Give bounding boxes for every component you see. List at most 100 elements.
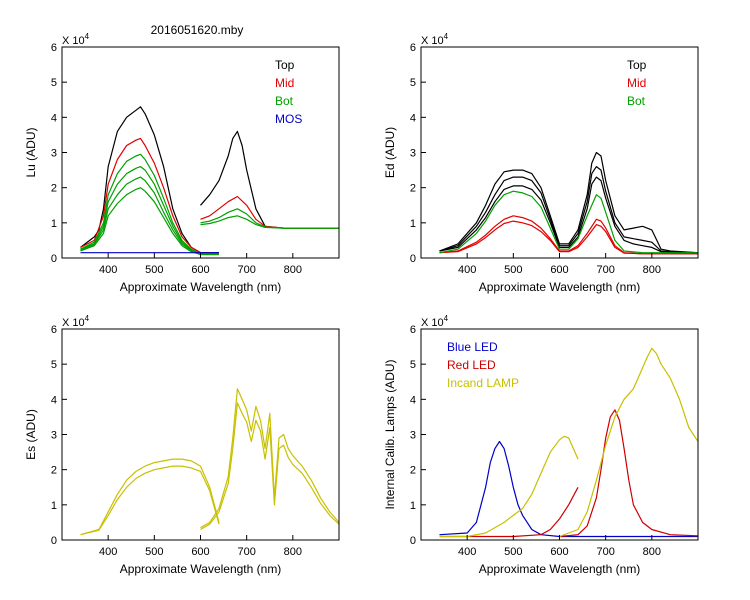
figure-title: 2016051620.mby — [151, 23, 244, 37]
series-line-bot — [200, 215, 339, 229]
series-line-mid — [439, 215, 698, 255]
y-multiplier-label: X 104 — [62, 314, 90, 329]
series-line-incand-lamp — [559, 347, 698, 538]
y-multiplier-base: X 10 — [421, 35, 444, 47]
y-tick-label: 3 — [51, 430, 57, 442]
y-multiplier-label: X 104 — [421, 314, 449, 329]
y-tick-label: 0 — [410, 535, 416, 547]
series-line-es — [200, 388, 339, 529]
y-tick-label: 6 — [51, 42, 57, 54]
y-tick-label: 5 — [51, 77, 57, 89]
x-tick-label: 400 — [99, 264, 117, 276]
y-tick-label: 6 — [410, 42, 416, 54]
x-tick-label: 600 — [550, 546, 568, 558]
y-tick-label: 4 — [410, 112, 416, 124]
legend-item-mid: Mid — [275, 76, 294, 90]
series-line-mid — [80, 137, 219, 254]
y-axis-label: Es (ADU) — [24, 409, 38, 460]
x-axis-label: Approximate Wavelength (nm) — [479, 280, 641, 294]
y-tick-label: 4 — [51, 112, 57, 124]
x-tick-label: 700 — [596, 264, 614, 276]
y-multiplier-exponent: 4 — [444, 314, 449, 323]
y-tick-label: 3 — [51, 148, 57, 160]
x-tick-label: 400 — [458, 546, 476, 558]
legend-item-mos: MOS — [275, 112, 302, 126]
y-tick-label: 6 — [51, 324, 57, 336]
series-group — [439, 151, 698, 255]
series-line-bot — [80, 153, 219, 255]
legend-item-incand-lamp: Incand LAMP — [447, 376, 519, 390]
series-line-bot — [439, 190, 698, 254]
legend-item-top: Top — [627, 58, 647, 72]
legend-item-bot: Bot — [275, 94, 294, 108]
y-multiplier-exponent: 4 — [85, 32, 90, 41]
series-line-top — [439, 151, 698, 254]
series-line-es — [200, 402, 339, 531]
x-tick-label: 600 — [550, 264, 568, 276]
y-multiplier-base: X 10 — [62, 35, 85, 47]
legend-item-red-led: Red LED — [447, 358, 496, 372]
series-line-top — [439, 176, 698, 254]
series-line-red-led — [439, 487, 579, 538]
legend-item-mid: Mid — [627, 76, 646, 90]
series-group — [80, 106, 339, 256]
y-tick-label: 1 — [410, 500, 416, 512]
y-tick-label: 1 — [410, 218, 416, 230]
y-tick-label: 1 — [51, 218, 57, 230]
x-tick-label: 800 — [643, 264, 661, 276]
y-tick-label: 0 — [410, 253, 416, 265]
series-line-top — [200, 130, 339, 229]
plot-frame — [420, 46, 699, 259]
x-axis-label: Approximate Wavelength (nm) — [120, 562, 282, 576]
y-tick-label: 2 — [51, 465, 57, 477]
y-tick-label: 5 — [51, 359, 57, 371]
x-tick-label: 600 — [191, 264, 209, 276]
x-tick-label: 700 — [596, 546, 614, 558]
y-axis-label: Internal Calib. Lamps (ADU) — [383, 359, 397, 509]
legend-item-blue-led: Blue LED — [447, 340, 498, 354]
y-tick-label: 2 — [410, 183, 416, 195]
y-axis-label: Lu (ADU) — [24, 127, 38, 177]
series-line-bot — [80, 166, 219, 255]
x-tick-label: 800 — [643, 546, 661, 558]
plot-frame — [61, 328, 340, 541]
y-multiplier-label: X 104 — [62, 32, 90, 47]
y-tick-label: 2 — [51, 183, 57, 195]
y-multiplier-base: X 10 — [421, 317, 444, 329]
y-tick-label: 4 — [51, 394, 57, 406]
y-tick-label: 5 — [410, 359, 416, 371]
series-line-es — [80, 465, 220, 536]
y-tick-label: 4 — [410, 394, 416, 406]
series-line-red-led — [559, 409, 698, 538]
x-tick-label: 600 — [191, 546, 209, 558]
series-line-mid — [200, 195, 339, 229]
series-line-top — [439, 166, 698, 254]
y-tick-label: 3 — [410, 148, 416, 160]
legend-item-top: Top — [275, 58, 295, 72]
y-tick-label: 0 — [51, 535, 57, 547]
x-axis-label: Approximate Wavelength (nm) — [479, 562, 641, 576]
legend-item-bot: Bot — [627, 94, 646, 108]
y-multiplier-base: X 10 — [62, 317, 85, 329]
x-tick-label: 500 — [145, 264, 163, 276]
x-tick-label: 400 — [458, 264, 476, 276]
y-tick-label: 2 — [410, 465, 416, 477]
y-tick-label: 5 — [410, 77, 416, 89]
y-tick-label: 3 — [410, 430, 416, 442]
series-group — [80, 388, 339, 536]
y-multiplier-exponent: 4 — [444, 32, 449, 41]
y-tick-label: 0 — [51, 253, 57, 265]
x-tick-label: 500 — [504, 546, 522, 558]
x-tick-label: 800 — [284, 264, 302, 276]
x-tick-label: 500 — [145, 546, 163, 558]
y-multiplier-label: X 104 — [421, 32, 449, 47]
y-tick-label: 1 — [51, 500, 57, 512]
y-multiplier-exponent: 4 — [85, 314, 90, 323]
series-line-blue-led — [439, 440, 698, 538]
x-tick-label: 800 — [284, 546, 302, 558]
y-tick-label: 6 — [410, 324, 416, 336]
